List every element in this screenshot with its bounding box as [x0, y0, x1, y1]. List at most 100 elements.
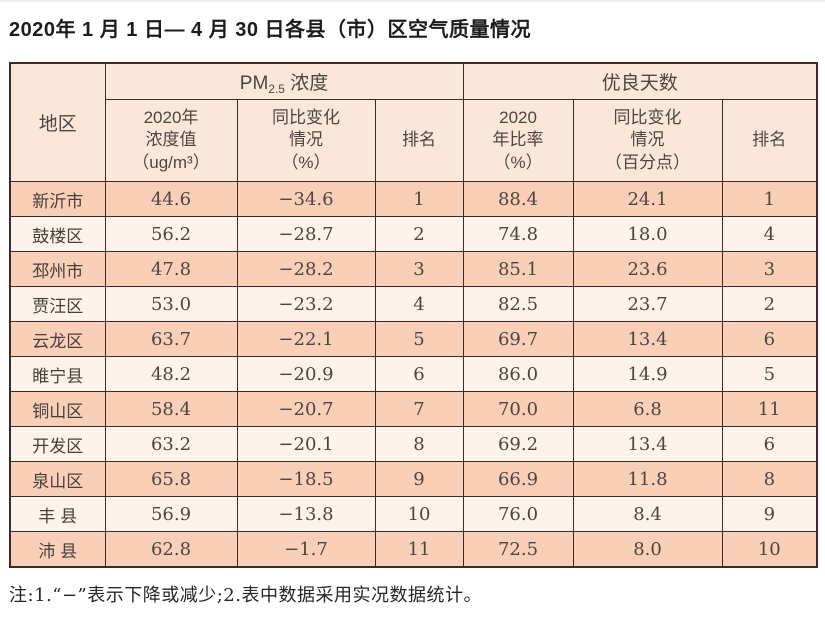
good-rate-cell: 72.5 — [462, 531, 574, 568]
good-rate-cell: 85.1 — [462, 251, 574, 287]
good-rate-cell: 88.4 — [462, 181, 574, 217]
header-pm-rank: 排名 — [374, 99, 464, 182]
pm-rank-cell: 10 — [374, 496, 464, 532]
region-cell: 泉山区 — [9, 461, 106, 497]
good-rate-cell: 86.0 — [462, 356, 574, 392]
header-good-change: 同比变化 情况 （百分点） — [572, 99, 723, 182]
region-cell: 贾汪区 — [9, 286, 106, 322]
good-rank-cell: 8 — [721, 461, 818, 497]
table-row: 开发区 63.2 −20.1 8 69.2 13.4 6 — [9, 426, 818, 462]
good-rate-cell: 70.0 — [462, 391, 574, 427]
table-row: 睢宁县 48.2 −20.9 6 86.0 14.9 5 — [9, 356, 818, 392]
good-change-cell: 6.8 — [572, 391, 723, 427]
table-row: 云龙区 63.7 −22.1 5 69.7 13.4 6 — [9, 321, 818, 357]
pm-rank-cell: 11 — [374, 531, 464, 568]
good-rank-cell: 5 — [721, 356, 818, 392]
pm-rank-cell: 9 — [374, 461, 464, 497]
table-header: 地区 PM2.5 浓度 优良天数 2020年 浓度值 （ug/m³） 同比变化 … — [9, 62, 818, 182]
pm-rank-cell: 8 — [374, 426, 464, 462]
good-rank-cell: 10 — [721, 531, 818, 568]
region-cell: 新沂市 — [9, 181, 106, 217]
pm-rank-cell: 2 — [374, 216, 464, 252]
table-body: 新沂市 44.6 −34.6 1 88.4 24.1 1 鼓楼区 56.2 −28.7 2 74.8 1… — [9, 181, 818, 568]
good-rank-cell: 4 — [721, 216, 818, 252]
pm-label-base: PM — [239, 72, 269, 94]
pm-rank-cell: 5 — [374, 321, 464, 357]
good-rank-cell: 2 — [721, 286, 818, 322]
pm-value-cell: 53.0 — [104, 286, 238, 322]
good-change-cell: 8.4 — [572, 496, 723, 532]
header-good-days-group: 优良天数 — [462, 62, 818, 100]
good-change-cell: 14.9 — [572, 356, 723, 392]
pm-rank-cell: 3 — [374, 251, 464, 287]
good-rate-cell: 66.9 — [462, 461, 574, 497]
header-good-rate: 2020 年比率 （%） — [462, 99, 574, 182]
table-row: 新沂市 44.6 −34.6 1 88.4 24.1 1 — [9, 181, 818, 217]
pm-change-cell: −18.5 — [236, 461, 376, 497]
pm-rank-cell: 6 — [374, 356, 464, 392]
region-cell: 邳州市 — [9, 251, 106, 287]
good-rate-cell: 74.8 — [462, 216, 574, 252]
pm-change-cell: −13.8 — [236, 496, 376, 532]
region-cell: 沛 县 — [9, 531, 106, 568]
region-cell: 云龙区 — [9, 321, 106, 357]
pm-rank-cell: 1 — [374, 181, 464, 217]
pm-value-cell: 62.8 — [104, 531, 238, 568]
pm-change-cell: −20.7 — [236, 391, 376, 427]
pm-value-cell: 48.2 — [104, 356, 238, 392]
good-change-cell: 8.0 — [572, 531, 723, 568]
pm-change-cell: −1.7 — [236, 531, 376, 568]
table-row: 丰 县 56.9 −13.8 10 76.0 8.4 9 — [9, 496, 818, 532]
pm-value-cell: 65.8 — [104, 461, 238, 497]
page: 2020年 1 月 1 日— 4 月 30 日各县（市）区空气质量情况 地区 P… — [0, 2, 825, 607]
pm-value-cell: 56.9 — [104, 496, 238, 532]
region-cell: 丰 县 — [9, 496, 106, 532]
good-rate-cell: 82.5 — [462, 286, 574, 322]
good-change-cell: 23.6 — [572, 251, 723, 287]
air-quality-table: 地区 PM2.5 浓度 优良天数 2020年 浓度值 （ug/m³） 同比变化 … — [9, 62, 819, 568]
header-region: 地区 — [9, 62, 106, 182]
region-cell: 铜山区 — [9, 391, 106, 427]
table-row: 鼓楼区 56.2 −28.7 2 74.8 18.0 4 — [9, 216, 818, 252]
good-rank-cell: 6 — [721, 321, 818, 357]
pm-value-cell: 47.8 — [104, 251, 238, 287]
table-row: 贾汪区 53.0 −23.2 4 82.5 23.7 2 — [9, 286, 818, 322]
pm-change-cell: −20.1 — [236, 426, 376, 462]
good-change-cell: 13.4 — [572, 426, 723, 462]
pm-value-cell: 56.2 — [104, 216, 238, 252]
pm-value-cell: 63.7 — [104, 321, 238, 357]
pm-value-cell: 58.4 — [104, 391, 238, 427]
pm-change-cell: −20.9 — [236, 356, 376, 392]
pm-change-cell: −34.6 — [236, 181, 376, 217]
good-change-cell: 24.1 — [572, 181, 723, 217]
table-row: 沛 县 62.8 −1.7 11 72.5 8.0 10 — [9, 531, 818, 568]
page-title: 2020年 1 月 1 日— 4 月 30 日各县（市）区空气质量情况 — [9, 19, 532, 41]
table-row: 泉山区 65.8 −18.5 9 66.9 11.8 8 — [9, 461, 818, 497]
region-cell: 鼓楼区 — [9, 216, 106, 252]
good-rank-cell: 1 — [721, 181, 818, 217]
header-sub-row: 2020年 浓度值 （ug/m³） 同比变化 情况 （%） 排名 2020 年比… — [10, 99, 818, 182]
pm-value-cell: 44.6 — [104, 181, 238, 217]
pm-rank-cell: 7 — [374, 391, 464, 427]
good-change-cell: 13.4 — [572, 321, 723, 357]
header-good-rank: 排名 — [721, 99, 818, 182]
region-cell: 睢宁县 — [9, 356, 106, 392]
pm-change-cell: −22.1 — [236, 321, 376, 357]
table-row: 邳州市 47.8 −28.2 3 85.1 23.6 3 — [9, 251, 818, 287]
pm-value-cell: 63.2 — [104, 426, 238, 462]
header-group-row: 地区 PM2.5 浓度 优良天数 — [9, 62, 818, 182]
pm-change-cell: −28.7 — [236, 216, 376, 252]
region-cell: 开发区 — [9, 426, 106, 462]
good-change-cell: 18.0 — [572, 216, 723, 252]
pm-change-cell: −28.2 — [236, 251, 376, 287]
header-pm-group: PM2.5 浓度 — [104, 62, 464, 100]
good-rate-cell: 69.7 — [462, 321, 574, 357]
good-rate-cell: 76.0 — [462, 496, 574, 532]
pm-rank-cell: 4 — [374, 286, 464, 322]
pm-label-rest: 浓度 — [284, 72, 329, 94]
good-rank-cell: 9 — [721, 496, 818, 532]
good-rank-cell: 6 — [721, 426, 818, 462]
good-rank-cell: 3 — [721, 251, 818, 287]
pm-label-subscript: 2.5 — [268, 81, 285, 96]
table-row: 铜山区 58.4 −20.7 7 70.0 6.8 11 — [9, 391, 818, 427]
